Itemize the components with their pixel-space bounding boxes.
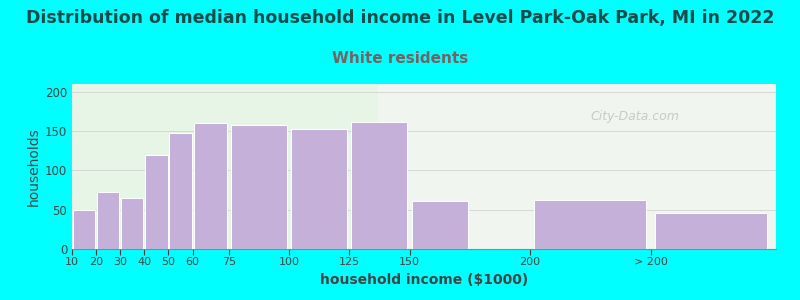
- Bar: [97, 192, 119, 249]
- Bar: [412, 201, 468, 249]
- Text: White residents: White residents: [332, 51, 468, 66]
- Bar: [194, 123, 227, 249]
- Bar: [231, 125, 287, 249]
- Bar: [655, 213, 767, 249]
- Bar: [121, 198, 143, 249]
- Text: Distribution of median household income in Level Park-Oak Park, MI in 2022: Distribution of median household income …: [26, 9, 774, 27]
- Bar: [72, 84, 378, 249]
- Bar: [291, 129, 347, 249]
- Bar: [170, 134, 192, 249]
- Bar: [351, 122, 407, 249]
- Text: City-Data.com: City-Data.com: [590, 110, 680, 124]
- Bar: [73, 210, 95, 249]
- Y-axis label: households: households: [26, 127, 41, 206]
- Bar: [145, 155, 167, 249]
- Bar: [534, 200, 646, 249]
- X-axis label: household income ($1000): household income ($1000): [320, 273, 528, 287]
